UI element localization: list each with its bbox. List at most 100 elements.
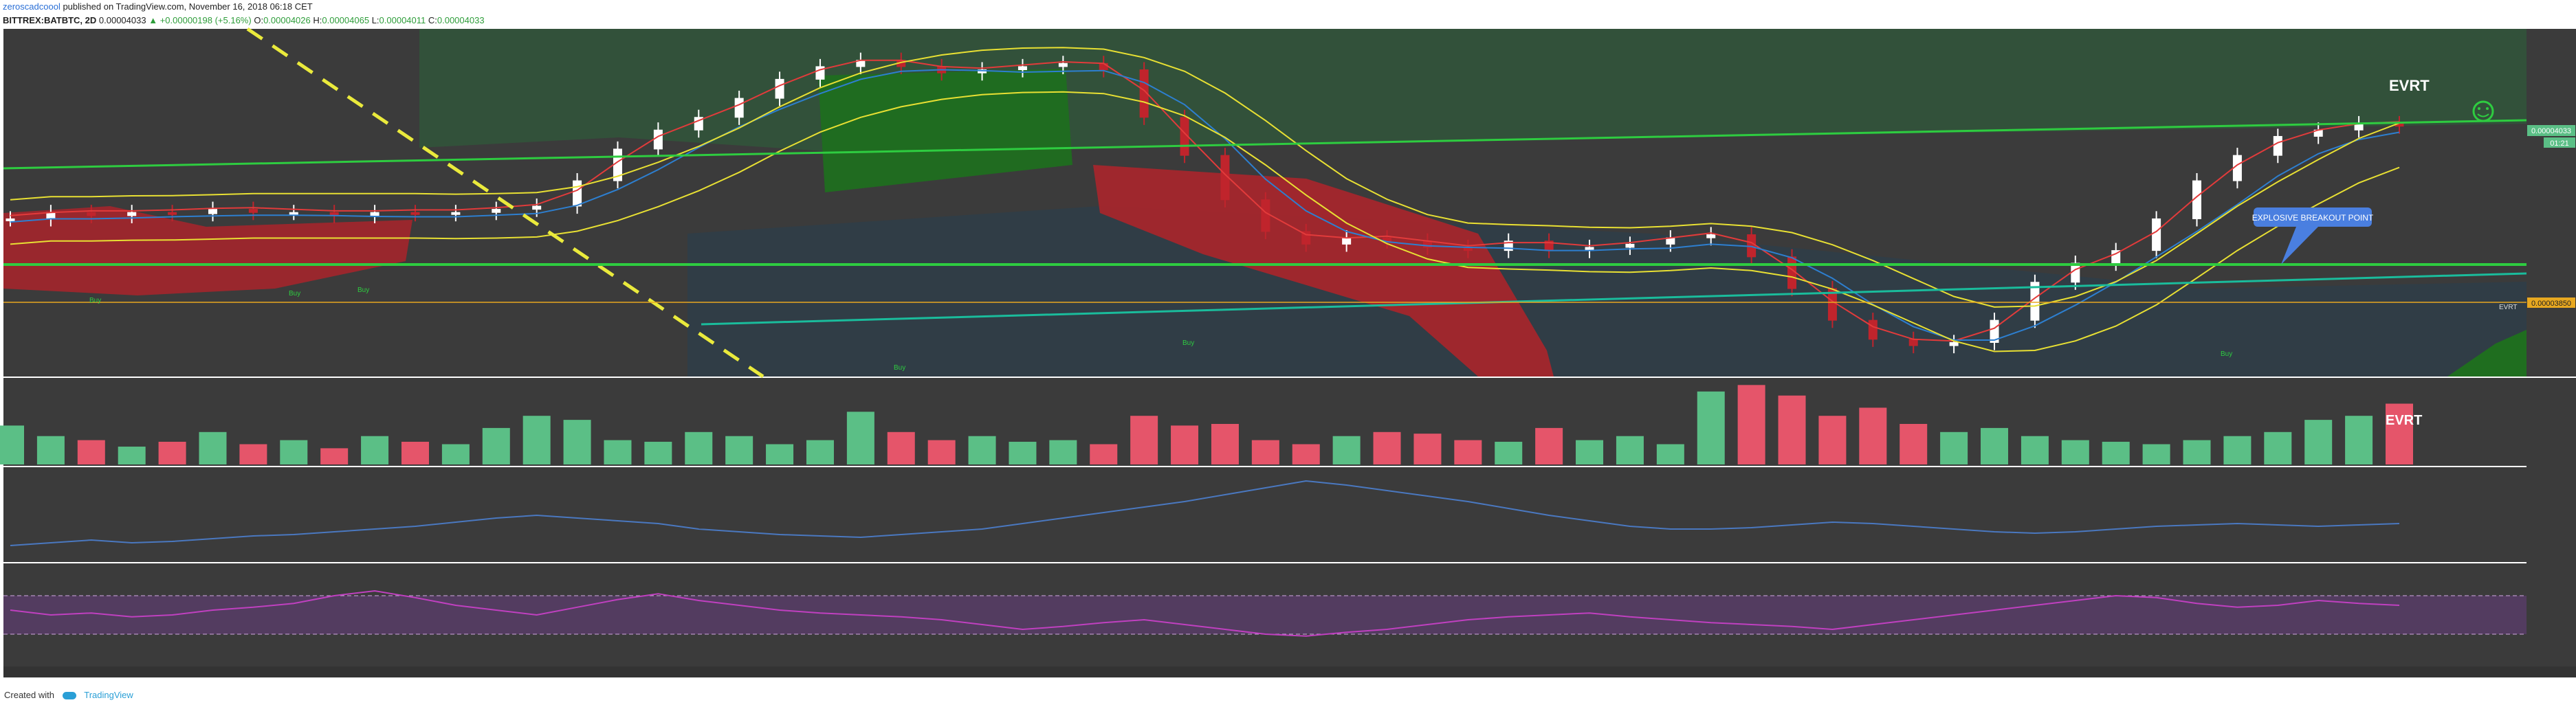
lower-band-line xyxy=(10,91,2400,352)
rising-trend-line xyxy=(701,272,2527,326)
volume-bar xyxy=(1009,441,1037,464)
candle-body xyxy=(2071,262,2080,283)
published-text: published on TradingView.com, November 1… xyxy=(63,1,313,12)
volume-bar xyxy=(1940,431,1968,464)
candle-body xyxy=(46,212,56,219)
volume-bar xyxy=(1332,436,1361,464)
volume-bar xyxy=(280,440,308,464)
candle-body xyxy=(2232,155,2242,181)
current-price-text: 0.00004033 xyxy=(2531,127,2571,135)
high-value: 0.00004065 xyxy=(322,15,370,25)
oscillator-pane-bg xyxy=(3,467,2527,562)
volume-bar xyxy=(2386,403,2413,464)
oscillator-pane xyxy=(3,467,2527,562)
bullish-cloud-right xyxy=(2447,330,2527,377)
volume-bar xyxy=(685,431,713,464)
volume-bar xyxy=(1495,441,1523,464)
smiley-icon xyxy=(2472,100,2494,122)
volume-bar xyxy=(846,412,874,464)
open-label: O: xyxy=(254,15,264,25)
candle-body xyxy=(87,212,96,216)
countdown-text: 01:21 xyxy=(2550,139,2569,148)
candle-body xyxy=(1868,319,1878,340)
candle-body xyxy=(410,212,420,215)
volume-bar xyxy=(1981,427,2009,464)
close-label: C: xyxy=(428,15,437,25)
volume-bar xyxy=(199,431,227,464)
countdown-badge xyxy=(2544,137,2575,148)
volume-bar xyxy=(1171,425,1199,464)
volume-bar xyxy=(1413,434,1442,464)
tradingview-link[interactable]: TradingView xyxy=(84,690,133,700)
volume-bar xyxy=(522,416,551,464)
symbol-name: BITTREX:BATBTC, 2D xyxy=(3,15,97,25)
upper-band-line xyxy=(10,47,2400,308)
indicator-lines xyxy=(10,47,2400,352)
lower-blue-zone xyxy=(687,206,2527,377)
volume-pane: EVRT xyxy=(0,378,2527,466)
author-link[interactable]: zeroscadcoool xyxy=(3,1,60,12)
tradingview-logo-icon xyxy=(62,692,76,700)
buy-label: Buy xyxy=(1182,339,1194,347)
candle-body xyxy=(532,205,542,210)
volume-bar xyxy=(968,436,996,464)
bearish-cloud-right xyxy=(1093,165,1554,377)
symbol-line: BITTREX:BATBTC, 2D 0.00004033 ▲ +0.00000… xyxy=(3,15,485,25)
volume-bar xyxy=(2061,440,2089,464)
candlesticks xyxy=(5,52,2404,354)
up-arrow-icon: ▲ xyxy=(148,15,158,25)
volume-bar xyxy=(1859,407,1887,464)
volume-bar xyxy=(1697,391,1725,464)
volume-bar xyxy=(239,444,267,464)
rsi-pane xyxy=(3,563,2527,666)
volume-bar xyxy=(36,436,65,464)
volume-bar xyxy=(1090,444,1118,464)
rsi-line xyxy=(10,590,2400,637)
bullish-cloud xyxy=(818,69,1072,192)
candle-body xyxy=(248,209,258,213)
volume-bar xyxy=(1454,440,1482,464)
level-badge-text: 0.00003850 xyxy=(2531,300,2571,308)
volume-bar xyxy=(2142,444,2170,464)
candle-body xyxy=(208,209,217,214)
buy-signals: Buy Buy Buy Buy Buy Buy xyxy=(89,287,2232,372)
volume-bar xyxy=(2304,420,2333,464)
current-price-badge xyxy=(2527,125,2575,136)
tenkan-line xyxy=(10,59,2400,342)
candle-body xyxy=(1017,66,1027,71)
candle-body xyxy=(1625,243,1635,248)
candle-body xyxy=(1908,339,1918,346)
volume-bar xyxy=(1251,440,1279,464)
buy-label: Buy xyxy=(289,290,300,298)
volume-bar xyxy=(1616,436,1644,464)
created-with-text: Created with xyxy=(4,690,54,700)
ichimoku-cloud xyxy=(3,69,2527,377)
volume-bar xyxy=(482,427,510,464)
smiley-eye-right xyxy=(2486,107,2489,110)
buy-label: Buy xyxy=(2221,350,2232,358)
volume-bar xyxy=(806,440,834,464)
breakout-label: EXPLOSIVE BREAKOUT POINT xyxy=(2252,213,2374,223)
oscillator-line xyxy=(10,480,2400,546)
volume-bar xyxy=(1737,385,1765,464)
volume-bar xyxy=(0,425,24,464)
evrt-volume-label: EVRT xyxy=(2386,413,2422,428)
volume-bar xyxy=(118,447,146,464)
price-chart[interactable]: EVRT EXPLOSIVE BREAKOUT POINT Buy Buy Buy B… xyxy=(0,27,2576,687)
candle-body xyxy=(1787,256,1797,289)
candle-body xyxy=(370,212,379,216)
volume-bar xyxy=(158,441,186,464)
volume-bar xyxy=(2183,440,2211,464)
volume-bar xyxy=(1373,431,1401,464)
buy-label: Buy xyxy=(894,364,905,372)
candle-body xyxy=(1383,237,1392,242)
low-label: L: xyxy=(371,15,379,25)
price-change: +0.00000198 (+5.16%) xyxy=(159,15,252,25)
candle-body xyxy=(653,129,663,150)
volume-bar xyxy=(1576,440,1604,464)
volume-bar xyxy=(1656,444,1684,464)
volume-bar xyxy=(1818,416,1847,464)
kijun-line xyxy=(10,69,2400,341)
footer: Created with TradingView xyxy=(4,690,133,700)
